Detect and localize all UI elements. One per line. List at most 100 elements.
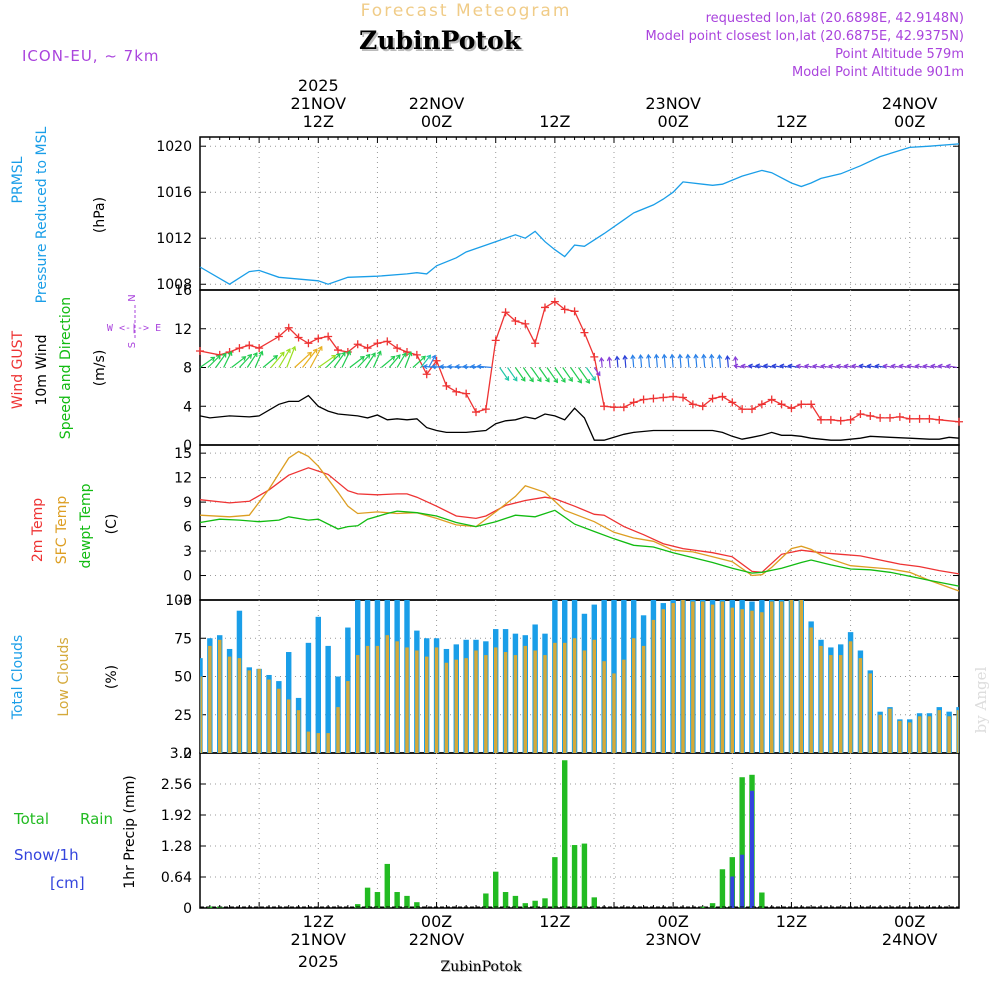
bottom-year-label: 2025 (298, 952, 339, 971)
low-cloud-bar (622, 659, 626, 753)
wind-arrow (821, 365, 831, 369)
wind-arrow-head (346, 350, 351, 356)
compass-we: W <-|-> E (107, 323, 161, 334)
wind-arrow-head (709, 353, 715, 359)
total-cloud-bar (305, 642, 312, 753)
wind-arrow-head (210, 356, 216, 362)
total-cloud-bar (315, 616, 321, 753)
wind-gust-marker (659, 393, 668, 402)
wind-gust-marker (590, 352, 599, 361)
wind-arrow (412, 355, 426, 368)
wind-gust-marker (619, 403, 628, 412)
wind-arrow (499, 367, 509, 381)
clouds-tick-label: 50 (174, 670, 192, 686)
low-cloud-bar (809, 627, 813, 753)
wind-gust-marker (550, 297, 559, 306)
wind-arrow-head (866, 363, 872, 369)
bottom-time-label: 00Z (894, 912, 925, 931)
wind-arrow (432, 365, 445, 369)
wind-arrow (238, 354, 252, 368)
wind-gust-marker (580, 328, 589, 337)
wind-gust-marker (304, 339, 313, 348)
wind-arrow (647, 354, 651, 368)
rain-bar (700, 906, 706, 908)
rain-bar (759, 892, 765, 908)
bottom-time-label: 22NOV (409, 930, 465, 949)
wind-gust-marker (294, 333, 303, 342)
cloud-labels: Total Clouds Low Clouds (%) (10, 635, 120, 720)
low-cloud-bar (898, 720, 902, 753)
wind-arrow-head (439, 364, 445, 370)
wind-arrow (562, 367, 573, 382)
station-title-shadow: ZubinPotok (361, 28, 524, 57)
wind-gust-marker (472, 408, 480, 417)
snow-bar (750, 790, 754, 908)
wind-arrow-head (359, 355, 365, 361)
low-cloud-bar (878, 714, 882, 753)
wind-arrow-head (898, 363, 904, 369)
low-cloud-bar (582, 650, 587, 753)
bottom-time-label: 24NOV (882, 930, 938, 949)
low-cloud-bar (306, 731, 311, 753)
low-cloud-bar (750, 610, 754, 753)
wind-arrow-head (331, 354, 337, 360)
low-cloud-bar (681, 600, 685, 753)
wind-arrow (477, 365, 492, 369)
top-time-label: 12Z (303, 112, 334, 131)
low-cloud-bar (415, 650, 419, 753)
rain-bar (394, 892, 400, 908)
wind-gust-marker (817, 415, 825, 424)
wind-arrow (616, 356, 619, 368)
wind-arrow (891, 365, 902, 369)
low-cloud-bar (838, 655, 843, 753)
sfc-temp-label: SFC Temp (54, 496, 70, 565)
wind-arrow-head (512, 376, 518, 382)
wind-arrow-head (622, 354, 628, 360)
low-cloud-bar (602, 661, 606, 753)
wind-gust-marker (560, 305, 569, 314)
wind-arrow-head (614, 355, 620, 361)
low-cloud-bar (740, 609, 744, 753)
wind-gust-marker (245, 341, 254, 350)
wind-arrow (655, 354, 658, 368)
low-cloud-bar (888, 708, 892, 753)
wind-arrow-head (595, 371, 601, 377)
low-cloud-bar (671, 603, 675, 753)
low-cloud-bar (286, 699, 291, 753)
wind-arrow-head (820, 363, 826, 369)
wind-gust-marker (353, 340, 362, 349)
wind-gust-marker (935, 415, 944, 424)
wind-arrow (246, 352, 258, 368)
wind-arrow-head (591, 376, 596, 382)
low-cloud-bar (326, 733, 330, 753)
wind-gust-marker (334, 346, 342, 355)
low-cloud-bar (612, 673, 616, 753)
wind-arrow (593, 367, 601, 376)
wind-gust-marker (324, 332, 333, 341)
clouds-tick-label: 25 (174, 708, 192, 724)
wind-arrow-head (258, 350, 264, 356)
wind-arrow (710, 354, 714, 368)
wind-arrow (585, 367, 596, 381)
low-cloud-bar (434, 647, 439, 753)
wind-gust-marker (748, 405, 756, 414)
top-time-label: 00Z (894, 112, 925, 131)
pressure-msl-label: Pressure Reduced to MSL (34, 126, 50, 303)
wind-arrow (270, 351, 285, 368)
wind-gust-marker (521, 319, 530, 328)
wind-arrow-head (740, 363, 746, 369)
wind-arrow-head (336, 353, 341, 358)
wind-arrow (624, 355, 627, 368)
rain-label: Rain (80, 810, 113, 828)
wind-gust-marker (412, 350, 421, 359)
low-cloud-bar (819, 645, 823, 753)
precip-tick-label: 0 (183, 901, 192, 917)
sfc-temp-line (199, 450, 960, 592)
wind-arrow-head (401, 352, 407, 358)
wind-arrow (788, 365, 800, 369)
wind-tick-label: 16 (174, 283, 192, 299)
low-cloud-bar (267, 679, 271, 753)
wind-arrow-head (882, 363, 888, 369)
precip-panel-frame (199, 752, 960, 909)
wind-arrow-head (646, 353, 652, 359)
